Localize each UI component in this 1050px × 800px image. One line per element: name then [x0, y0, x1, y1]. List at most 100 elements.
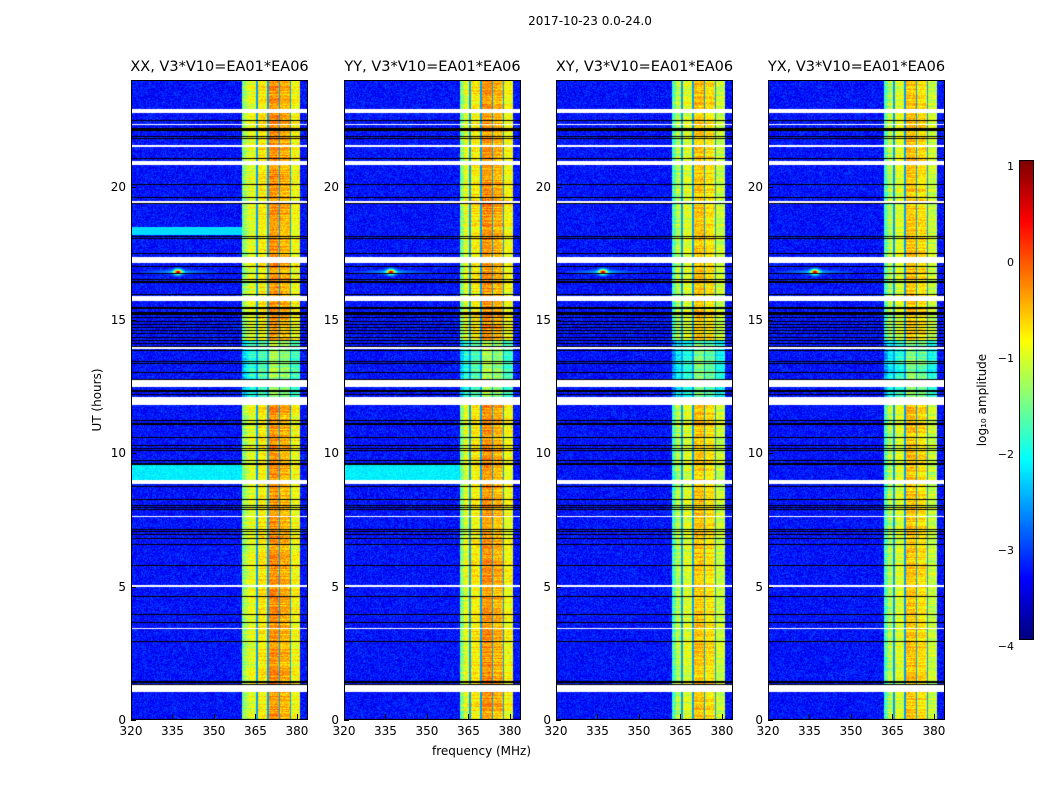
- axes-frame: [344, 80, 521, 720]
- x-tick-mark: [296, 714, 298, 719]
- y-tick-label: 5: [331, 579, 339, 594]
- x-tick-mark: [344, 714, 345, 719]
- y-tick-label: 0: [118, 713, 126, 727]
- x-tick-mark: [509, 714, 511, 719]
- x-tick-mark: [809, 714, 811, 719]
- colorbar: [1019, 160, 1034, 640]
- figure-title: 2017-10-23 0.0-24.0: [528, 14, 652, 28]
- y-tick-mark: [556, 320, 561, 321]
- panel-title: YX, V3*V10=EA01*EA06: [767, 59, 946, 75]
- y-tick-mark: [131, 720, 136, 721]
- colorbar-tick-label: −4: [997, 640, 1014, 653]
- spectrogram-panel-0: XX, V3*V10=EA01*EA06 320 335 350 365 380 0 5 10 1…: [111, 59, 309, 738]
- x-tick-label: 380: [922, 724, 946, 738]
- y-tick-mark: [556, 720, 561, 721]
- x-tick-label: 350: [627, 724, 651, 738]
- y-tick-label: 0: [755, 713, 763, 727]
- x-tick-label: 335: [798, 724, 821, 738]
- y-tick-label: 5: [755, 579, 763, 594]
- y-tick-label: 15: [323, 313, 339, 327]
- x-tick-mark: [597, 714, 599, 719]
- x-tick-mark: [426, 714, 428, 719]
- y-tick-label: 10: [323, 446, 339, 461]
- x-tick-mark: [172, 714, 174, 719]
- axes-frame: [556, 80, 733, 720]
- x-tick-mark: [255, 714, 257, 719]
- x-tick-label: 350: [839, 724, 863, 738]
- y-tick-mark: [768, 453, 773, 455]
- x-tick-label: 350: [415, 724, 439, 738]
- x-tick-mark: [638, 714, 640, 719]
- colorbar-tick-label: −1: [997, 352, 1014, 365]
- x-tick-label: 335: [374, 724, 397, 738]
- x-tick-label: 365: [669, 724, 692, 738]
- panel-title: XX, V3*V10=EA01*EA06: [130, 59, 309, 75]
- x-axis-label: frequency (MHz): [432, 744, 532, 758]
- x-tick-mark: [933, 714, 935, 719]
- y-tick-mark: [556, 586, 561, 588]
- x-tick-label: 365: [244, 724, 267, 738]
- x-tick-label: 365: [881, 724, 904, 738]
- x-tick-mark: [768, 714, 769, 719]
- heatmap-image: [768, 80, 945, 720]
- y-tick-label: 20: [747, 179, 763, 194]
- x-tick-mark: [131, 714, 132, 719]
- x-tick-mark: [468, 714, 470, 719]
- spectrogram-panel-3: YX, V3*V10=EA01*EA06 320 335 350 365 380 0 5 10 1…: [748, 59, 946, 738]
- x-tick-label: 320: [119, 724, 143, 738]
- panel-title: XY, V3*V10=EA01*EA06: [555, 59, 734, 75]
- heatmap-image: [344, 80, 521, 720]
- y-tick-mark: [344, 186, 349, 188]
- y-tick-mark: [556, 186, 561, 188]
- x-tick-label: 380: [285, 724, 309, 738]
- x-tick-mark: [556, 714, 557, 719]
- axes-frame: [768, 80, 945, 720]
- x-tick-label: 365: [457, 724, 480, 738]
- x-tick-label: 320: [544, 724, 568, 738]
- y-tick-label: 0: [331, 713, 339, 727]
- x-tick-mark: [680, 714, 682, 719]
- x-tick-mark: [850, 714, 852, 719]
- spectrogram-panel-1: YY, V3*V10=EA01*EA06 320 335 350 365 380 0 5 10 1…: [324, 59, 522, 738]
- panel-title: YY, V3*V10=EA01*EA06: [344, 59, 521, 75]
- y-tick-label: 20: [535, 179, 551, 194]
- y-tick-mark: [131, 586, 136, 588]
- colorbar-tick-label: 1: [1007, 160, 1014, 173]
- x-tick-label: 335: [161, 724, 184, 738]
- x-tick-label: 380: [710, 724, 734, 738]
- colorbar-tick-label: 0: [1007, 256, 1014, 269]
- x-tick-label: 335: [586, 724, 609, 738]
- y-tick-mark: [344, 453, 349, 455]
- x-tick-mark: [721, 714, 723, 719]
- y-tick-label: 15: [535, 313, 551, 327]
- heatmap-image: [131, 80, 308, 720]
- y-tick-label: 15: [747, 313, 763, 327]
- y-tick-label: 10: [535, 446, 551, 461]
- y-tick-label: 15: [110, 313, 126, 327]
- y-tick-mark: [131, 186, 136, 188]
- y-tick-mark: [344, 720, 349, 721]
- y-tick-label: 0: [543, 713, 551, 727]
- x-tick-mark: [892, 714, 894, 719]
- y-tick-mark: [131, 320, 136, 321]
- x-tick-label: 380: [498, 724, 522, 738]
- y-tick-label: 5: [543, 579, 551, 594]
- y-tick-label: 20: [110, 179, 126, 194]
- y-tick-label: 10: [747, 446, 763, 461]
- colorbar-label: log₁₀ amplitude: [975, 353, 989, 447]
- y-tick-label: 10: [110, 446, 126, 461]
- y-tick-mark: [556, 453, 561, 455]
- x-tick-mark: [385, 714, 387, 719]
- y-tick-label: 20: [323, 179, 339, 194]
- y-tick-mark: [768, 720, 773, 721]
- x-tick-label: 320: [756, 724, 780, 738]
- x-tick-label: 350: [202, 724, 226, 738]
- y-tick-label: 5: [118, 579, 126, 594]
- x-tick-label: 320: [332, 724, 356, 738]
- y-tick-mark: [768, 320, 773, 321]
- y-tick-mark: [768, 186, 773, 188]
- colorbar-tick-label: −3: [997, 544, 1014, 557]
- spectrogram-panel-2: XY, V3*V10=EA01*EA06 320 335 350 365 380 0 5 10 1…: [536, 59, 734, 738]
- x-tick-mark: [213, 714, 215, 719]
- heatmap-image: [556, 80, 733, 720]
